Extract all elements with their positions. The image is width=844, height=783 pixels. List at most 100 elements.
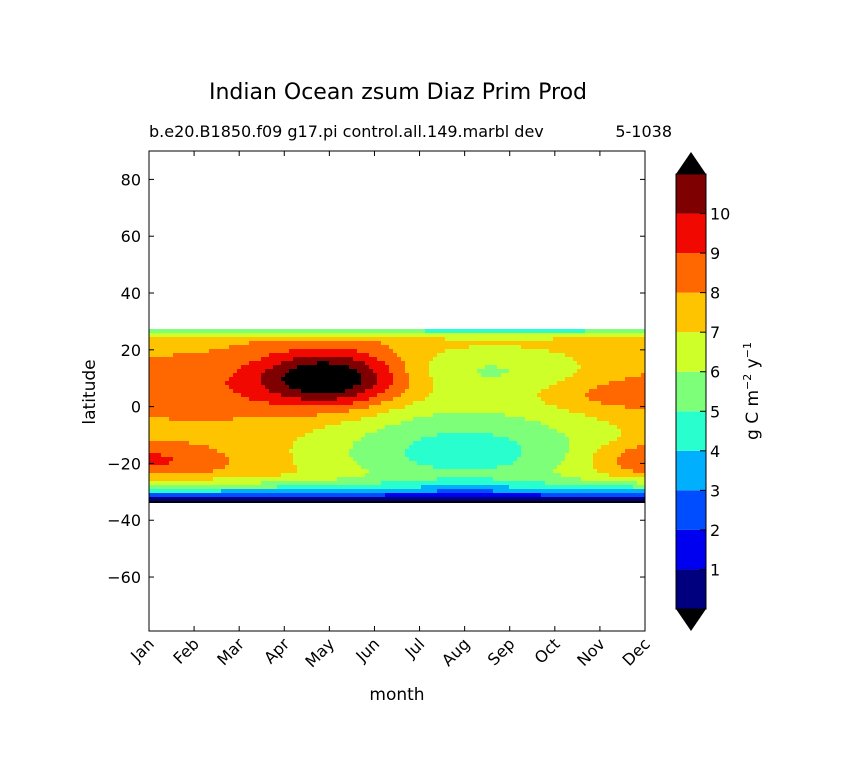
field-cell: [229, 385, 234, 390]
field-cell: [277, 341, 282, 346]
field-cell: [521, 465, 526, 470]
field-cell: [621, 369, 626, 374]
field-cell: [181, 477, 186, 482]
field-cell: [329, 365, 334, 370]
field-cell: [581, 417, 586, 422]
field-cell: [189, 437, 194, 442]
field-cell: [413, 385, 418, 390]
field-cell: [321, 341, 326, 346]
field-cell: [509, 389, 514, 394]
field-cell: [533, 437, 538, 442]
field-cell: [165, 393, 170, 398]
field-cell: [517, 357, 522, 362]
field-cell: [409, 421, 414, 426]
field-cell: [437, 397, 442, 402]
field-cell: [529, 445, 534, 450]
field-cell: [193, 449, 198, 454]
field-cell: [153, 333, 158, 338]
field-cell: [413, 481, 418, 486]
field-cell: [365, 477, 370, 482]
field-cell: [461, 393, 466, 398]
field-cell: [169, 417, 174, 422]
field-cell: [161, 349, 166, 354]
field-cell: [237, 357, 242, 362]
field-cell: [365, 457, 370, 462]
field-cell: [601, 481, 606, 486]
field-cell: [505, 453, 510, 458]
field-cell: [549, 477, 554, 482]
field-cell: [465, 393, 470, 398]
field-cell: [605, 349, 610, 354]
field-cell: [637, 329, 642, 334]
field-cell: [201, 477, 206, 482]
field-cell: [293, 429, 298, 434]
field-cell: [221, 377, 226, 382]
field-cell: [277, 333, 282, 338]
field-cell: [541, 473, 546, 478]
field-cell: [345, 357, 350, 362]
field-cell: [269, 485, 274, 490]
field-cell: [229, 333, 234, 338]
field-cell: [537, 425, 542, 430]
field-cell: [253, 477, 258, 482]
field-cell: [465, 337, 470, 342]
field-cell: [297, 341, 302, 346]
field-cell: [389, 401, 394, 406]
field-cell: [369, 413, 374, 418]
field-cell: [637, 397, 642, 402]
field-cell: [257, 381, 262, 386]
field-cell: [209, 453, 214, 458]
field-cell: [565, 341, 570, 346]
field-cell: [321, 457, 326, 462]
field-cell: [341, 393, 346, 398]
field-cell: [449, 373, 454, 378]
field-cell: [205, 365, 210, 370]
field-cell: [197, 365, 202, 370]
field-cell: [253, 369, 258, 374]
field-cell: [329, 485, 334, 490]
field-cell: [477, 449, 482, 454]
field-cell: [565, 481, 570, 486]
field-cell: [393, 477, 398, 482]
field-cell: [265, 373, 270, 378]
field-cell: [429, 337, 434, 342]
field-cell: [245, 441, 250, 446]
field-cell: [337, 373, 342, 378]
field-cell: [641, 465, 645, 470]
field-cell: [465, 453, 470, 458]
field-cell: [613, 345, 618, 350]
field-cell: [637, 409, 642, 414]
field-cell: [457, 377, 462, 382]
field-cell: [373, 413, 378, 418]
field-cell: [425, 349, 430, 354]
field-cell: [569, 461, 574, 466]
field-cell: [205, 441, 210, 446]
field-cell: [225, 341, 230, 346]
field-cell: [281, 409, 286, 414]
field-cell: [533, 393, 538, 398]
field-cell: [417, 409, 422, 414]
field-cell: [221, 489, 226, 494]
field-cell: [233, 353, 238, 358]
field-cell: [577, 473, 582, 478]
field-cell: [213, 405, 218, 410]
field-cell: [445, 397, 450, 402]
field-cell: [597, 385, 602, 390]
field-cell: [613, 365, 618, 370]
field-cell: [165, 381, 170, 386]
field-cell: [253, 405, 258, 410]
field-cell: [405, 373, 410, 378]
field-cell: [425, 453, 430, 458]
field-cell: [541, 389, 546, 394]
field-cell: [573, 393, 578, 398]
field-cell: [525, 337, 530, 342]
field-cell: [229, 389, 234, 394]
field-cell: [233, 469, 238, 474]
field-cell: [585, 441, 590, 446]
field-cell: [209, 393, 214, 398]
field-cell: [545, 393, 550, 398]
field-cell: [453, 417, 458, 422]
field-cell: [341, 373, 346, 378]
field-cell: [301, 413, 306, 418]
field-cell: [625, 437, 630, 442]
